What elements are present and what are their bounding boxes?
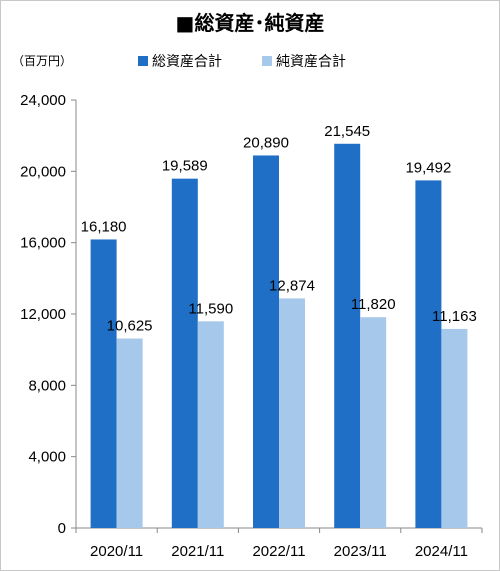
y-tick-label: 8,000	[28, 377, 66, 394]
data-label-net-assets: 12,874	[269, 277, 315, 294]
legend-swatch-total-assets	[138, 56, 148, 66]
x-category-label: 2023/11	[334, 543, 387, 560]
bar-total-assets	[253, 155, 279, 528]
data-label-total-assets: 19,492	[405, 159, 451, 176]
data-label-total-assets: 20,890	[243, 134, 289, 151]
x-category-label: 2024/11	[415, 543, 468, 560]
bar-net-assets	[441, 328, 468, 528]
bar-net-assets	[116, 338, 143, 528]
bar-total-assets	[171, 178, 198, 528]
bar-total-assets	[334, 143, 361, 529]
chart-title: ■総資産･純資産	[176, 11, 325, 35]
data-label-net-assets: 11,590	[188, 300, 233, 317]
y-tick-label: 24,000	[20, 92, 66, 109]
legend-label-total-assets: 総資産合計	[152, 54, 222, 70]
x-axis: 2020/11 2021/11 2022/11 2023/11 2024/11	[75, 527, 483, 560]
legend-swatch-net-assets	[262, 56, 272, 66]
y-tick-label: 0	[58, 520, 66, 537]
data-label-total-assets: 16,180	[81, 218, 127, 235]
bars	[90, 143, 468, 529]
bar-total-assets	[415, 180, 442, 528]
legend: 総資産合計 純資産合計	[138, 54, 346, 70]
y-axis: 0 4,000 8,000 12,000 16,000 20,000 24,000	[20, 92, 77, 537]
data-labels: 16,180 10,625 19,589 11,590 20,890 12,874 21,5…	[81, 123, 477, 335]
data-label-net-assets: 11,163	[432, 308, 477, 325]
bar-net-assets	[360, 317, 387, 528]
bar-net-assets	[197, 321, 224, 528]
data-label-net-assets: 11,820	[351, 296, 396, 313]
x-category-label: 2020/11	[90, 543, 143, 560]
x-category-label: 2021/11	[171, 543, 224, 560]
legend-label-net-assets: 純資産合計	[276, 54, 346, 70]
data-label-total-assets: 21,545	[324, 123, 370, 140]
data-label-total-assets: 19,589	[162, 158, 208, 175]
bar-net-assets	[279, 298, 305, 528]
data-label-net-assets: 10,625	[107, 318, 153, 335]
unit-label: （百万円）	[12, 54, 72, 68]
y-tick-label: 4,000	[28, 449, 66, 466]
y-tick-label: 16,000	[20, 235, 66, 252]
y-tick-label: 12,000	[20, 306, 66, 323]
y-tick-label: 20,000	[20, 163, 66, 180]
bar-total-assets	[90, 239, 117, 528]
x-category-label: 2022/11	[252, 543, 305, 560]
